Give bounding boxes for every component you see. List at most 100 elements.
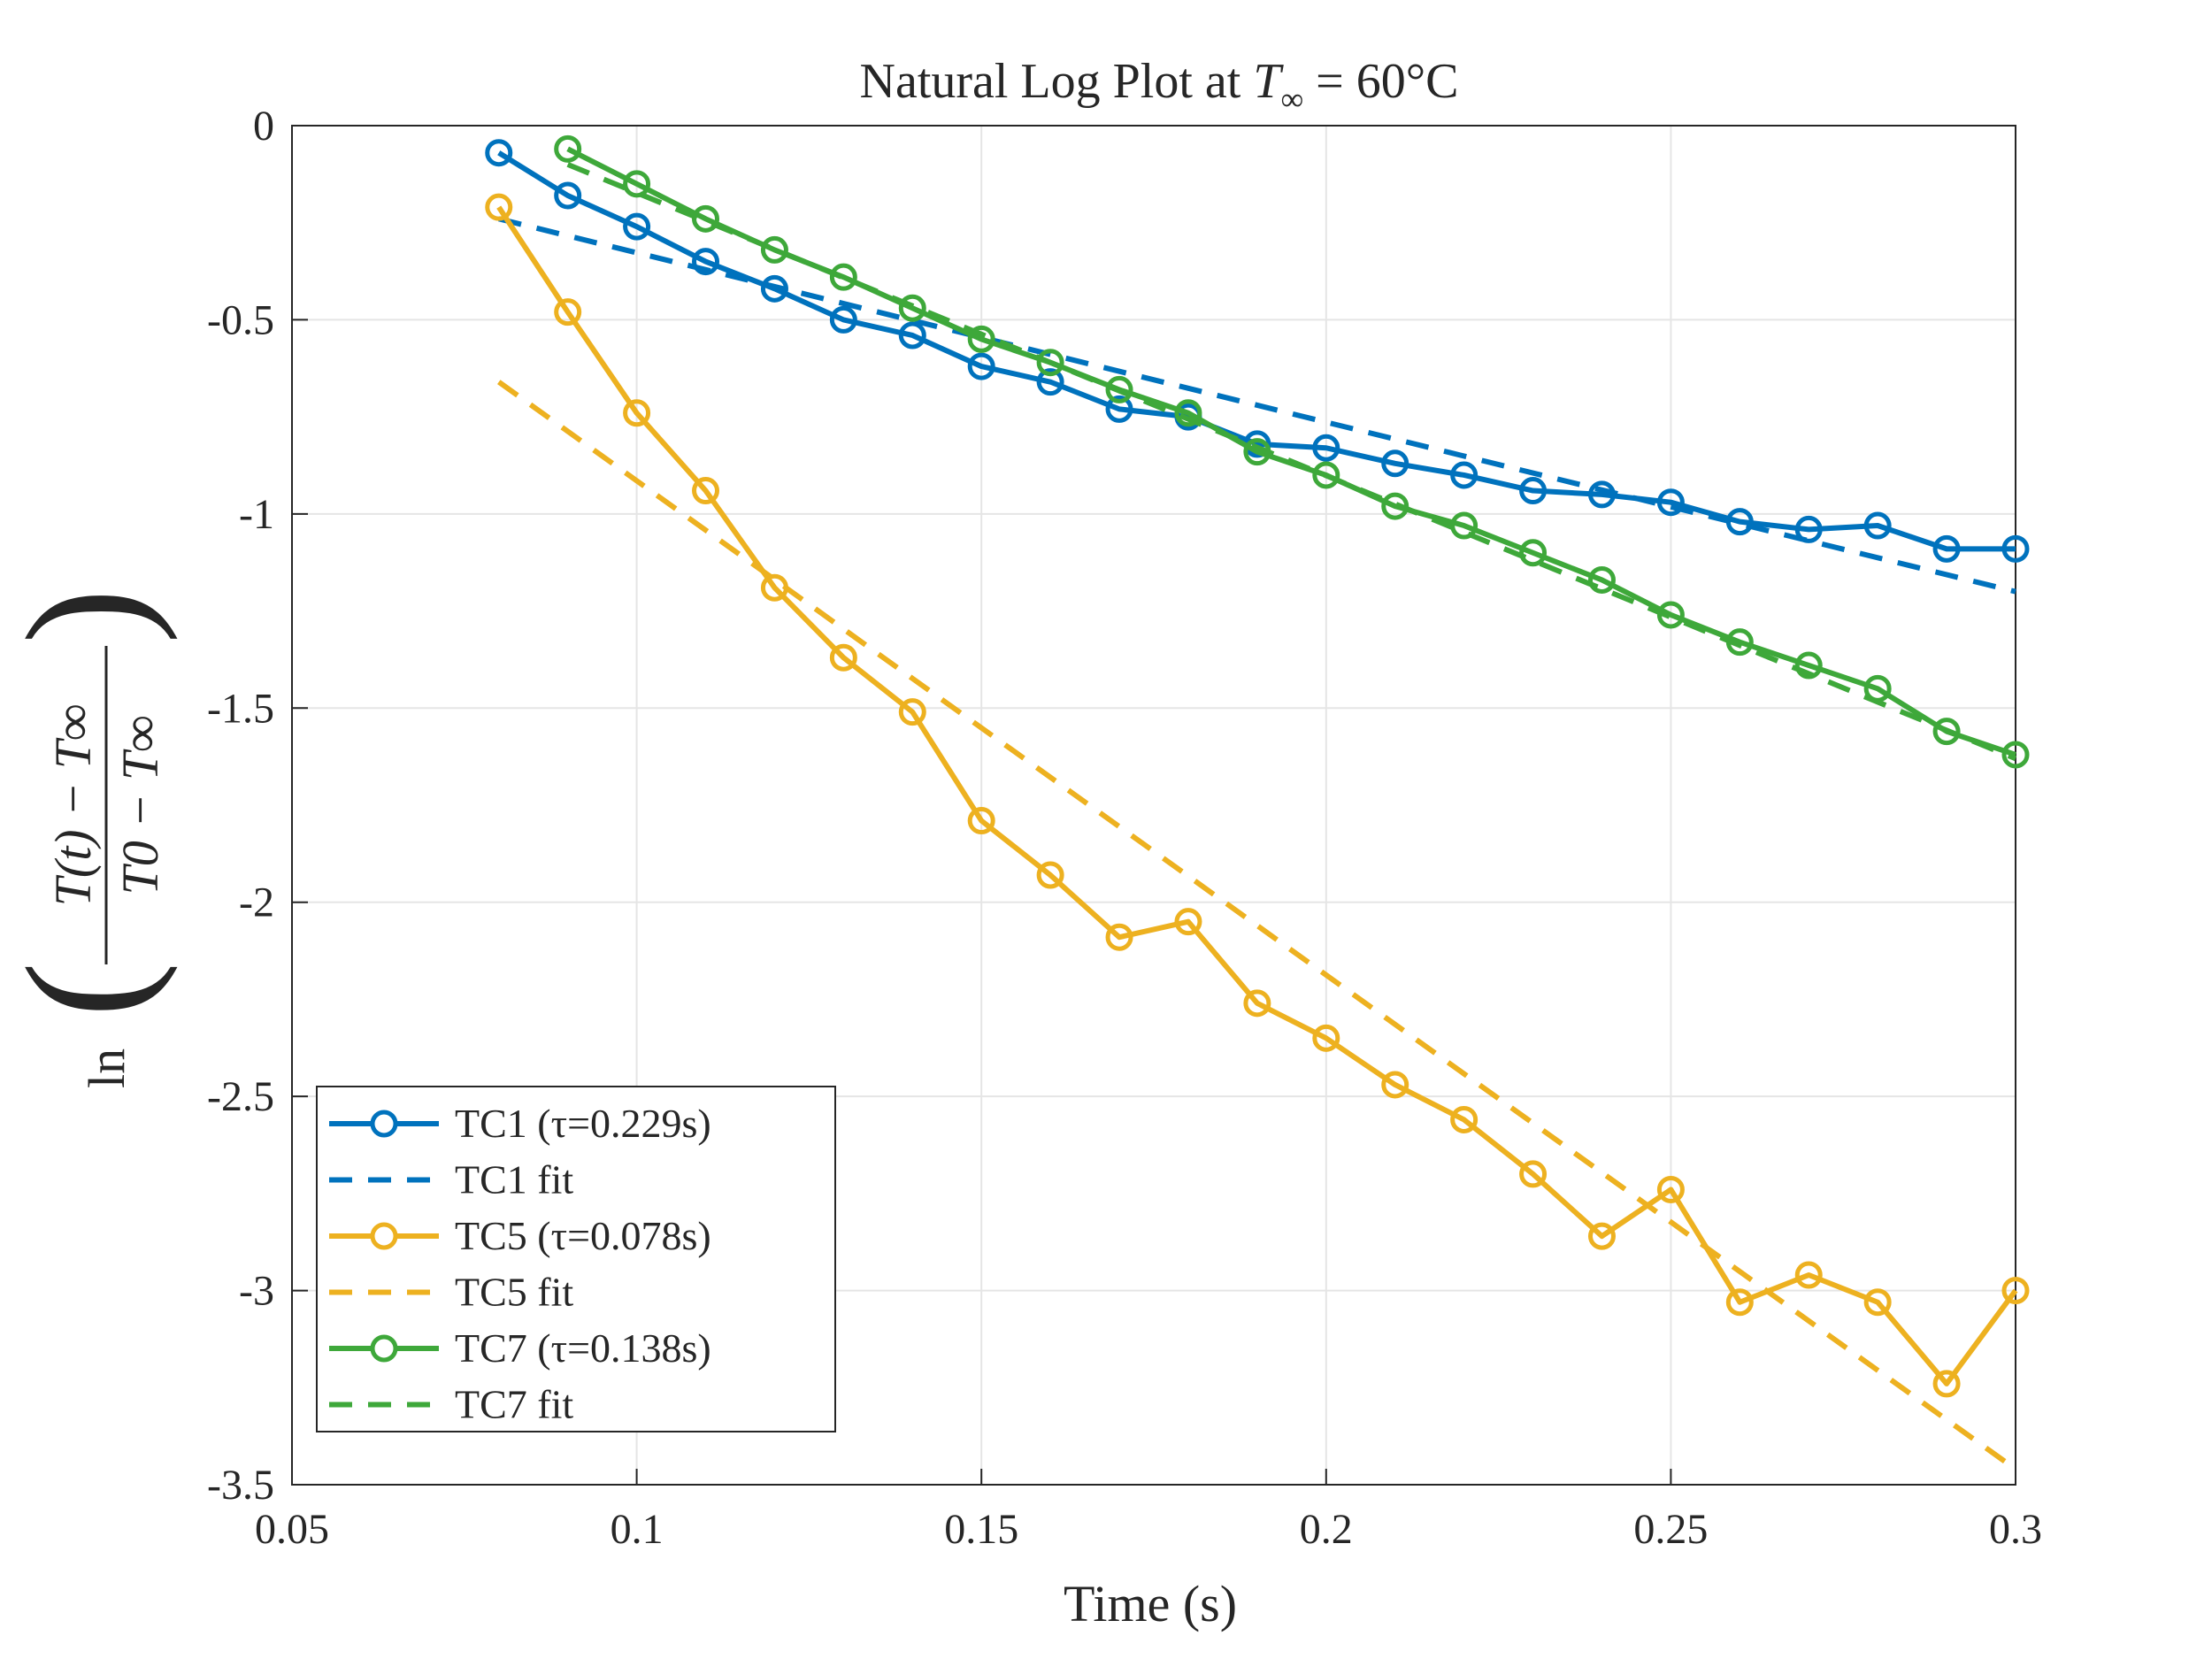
y-axis-label: ln ( T(t) − T∞ T0 − T∞ ) xyxy=(0,588,179,1088)
y-tick-label: -2.5 xyxy=(207,1073,274,1120)
data-point xyxy=(1656,488,1685,517)
data-point xyxy=(692,477,720,505)
data-point xyxy=(623,212,651,241)
data-point xyxy=(1932,534,1961,563)
data-point xyxy=(2001,741,2030,769)
data-point xyxy=(1174,908,1202,936)
data-point xyxy=(1312,461,1340,489)
fit-line xyxy=(566,162,2017,762)
data-point xyxy=(1656,1175,1685,1203)
data-point xyxy=(2001,534,2030,563)
x-axis: 0.05 0.1 0.15 0.2 0.25 0.3 xyxy=(255,1469,2042,1553)
y-axis-label-ln: ln xyxy=(78,1048,135,1088)
x-tick-label: 0.2 xyxy=(1300,1506,1353,1553)
series-2 xyxy=(485,193,2030,1398)
data-point xyxy=(1587,565,1616,594)
x-tick-label: 0.1 xyxy=(611,1506,664,1553)
data-point xyxy=(898,294,926,322)
data-point xyxy=(1450,461,1479,489)
data-point xyxy=(1587,1222,1616,1250)
legend-swatch-marker xyxy=(370,1334,398,1363)
x-axis-label: Time (s) xyxy=(1064,1575,1237,1632)
data-point xyxy=(485,139,513,167)
x-tick-label: 0.25 xyxy=(1633,1506,1708,1553)
series-line xyxy=(497,150,2016,552)
data-point xyxy=(554,298,582,326)
fit-line xyxy=(498,216,2016,595)
legend: TC1 (τ=0.229s) TC1 fit TC5 (τ=0.078s) TC5 f… xyxy=(316,1086,836,1432)
data-point xyxy=(1450,1105,1479,1133)
x-tick-label: 0.05 xyxy=(255,1506,329,1553)
y-axis-label-denominator: T0 − T∞ xyxy=(111,716,169,895)
data-point xyxy=(829,643,857,672)
legend-swatch-marker xyxy=(370,1222,398,1250)
data-point xyxy=(692,248,720,276)
data-point xyxy=(1105,375,1133,403)
series-line xyxy=(496,205,2018,1386)
data-point xyxy=(1932,1370,1961,1398)
data-point xyxy=(485,193,513,221)
data-point xyxy=(623,170,651,198)
data-point xyxy=(1381,449,1409,478)
data-point xyxy=(623,399,651,427)
data-point xyxy=(898,321,926,349)
data-point xyxy=(554,181,582,210)
data-point xyxy=(1036,368,1064,396)
data-point xyxy=(1519,539,1548,567)
legend-entry: TC7 fit xyxy=(455,1382,573,1427)
data-point xyxy=(1036,349,1064,377)
data-point xyxy=(967,352,995,380)
series-layer xyxy=(485,134,2030,1471)
data-point xyxy=(1519,1160,1548,1188)
data-point xyxy=(967,325,995,353)
data-point xyxy=(1036,861,1064,889)
x-tick-label: 0.3 xyxy=(1989,1506,2042,1553)
data-point xyxy=(1863,511,1892,540)
data-point xyxy=(1174,399,1202,427)
legend-entry: TC1 (τ=0.229s) xyxy=(455,1101,711,1146)
data-point xyxy=(967,807,995,835)
y-tick-label: 0 xyxy=(253,103,274,150)
data-point xyxy=(1794,1261,1823,1289)
y-axis-label-numerator: T(t) − T∞ xyxy=(44,704,102,907)
data-point xyxy=(898,698,926,726)
x-tick-label: 0.15 xyxy=(944,1506,1018,1553)
y-axis-label-paren-left: ( xyxy=(0,962,179,1018)
y-tick-label: -3 xyxy=(239,1268,274,1315)
data-point xyxy=(1105,923,1133,951)
legend-entry: TC5 (τ=0.078s) xyxy=(455,1213,711,1258)
data-point xyxy=(1381,1071,1409,1099)
y-tick-label: -0.5 xyxy=(207,296,274,343)
legend-entry: TC7 (τ=0.138s) xyxy=(455,1325,711,1371)
data-point xyxy=(1519,477,1548,505)
y-axis-label-paren-right: ) xyxy=(0,588,179,644)
data-point xyxy=(1794,651,1823,680)
data-point xyxy=(1312,1024,1340,1052)
data-point xyxy=(2001,1277,2030,1305)
y-tick-label: -2 xyxy=(239,879,274,926)
chart-title: Natural Log Plot at T∞ = 60°C xyxy=(860,54,1459,117)
plot-frame xyxy=(291,125,2016,1486)
legend-box xyxy=(316,1086,836,1432)
y-tick-label: -1.5 xyxy=(207,685,274,732)
data-point xyxy=(1312,434,1340,462)
y-tick-label: -3.5 xyxy=(207,1462,274,1509)
data-point xyxy=(1794,515,1823,543)
legend-swatch-marker xyxy=(370,1110,398,1138)
data-point xyxy=(829,263,857,291)
y-tick-label: -1 xyxy=(239,491,274,538)
data-point xyxy=(1725,1288,1754,1317)
data-point xyxy=(554,134,582,163)
y-axis: 0 -0.5 -1 -1.5 -2 -2.5 -3 -3.5 xyxy=(207,103,308,1509)
series-5 xyxy=(566,162,2017,762)
data-point xyxy=(829,305,857,334)
data-point xyxy=(1105,395,1133,423)
data-point xyxy=(760,235,788,264)
data-point xyxy=(1932,718,1961,746)
data-point xyxy=(1863,1288,1892,1317)
series-0 xyxy=(485,139,2030,563)
legend-entry: TC5 fit xyxy=(455,1270,573,1315)
data-point xyxy=(760,274,788,303)
legend-entry: TC1 fit xyxy=(455,1157,573,1202)
